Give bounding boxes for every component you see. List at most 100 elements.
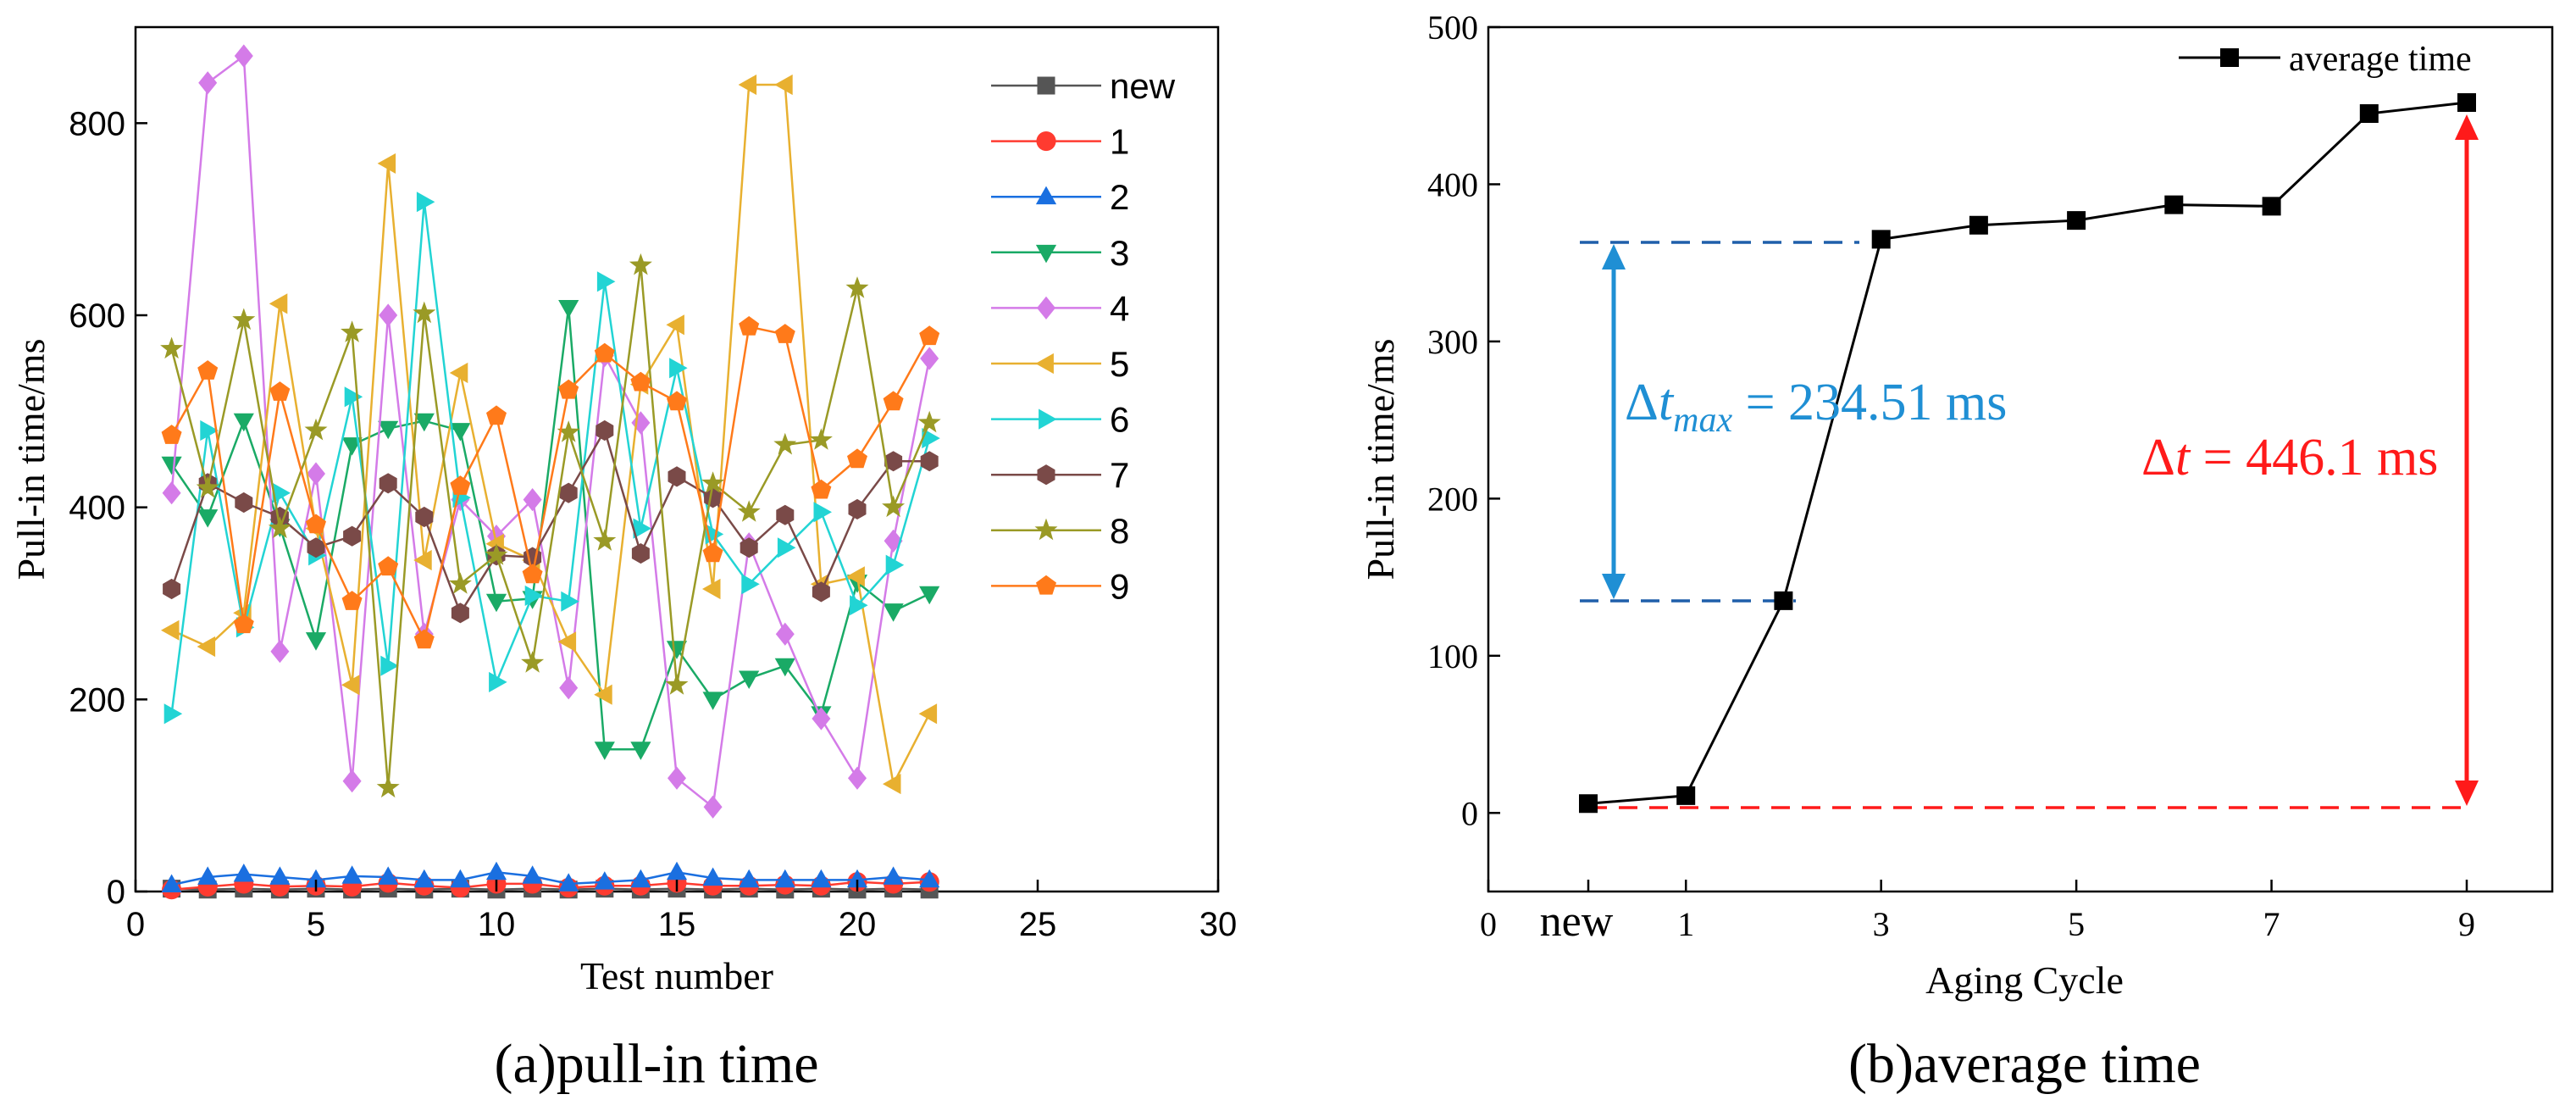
data-point <box>2164 195 2184 214</box>
data-point <box>774 324 795 343</box>
data-point <box>522 564 543 584</box>
x-ticks-a: 0 5 10 15 20 25 30 <box>126 880 1237 943</box>
series-8 <box>160 253 941 798</box>
series-9 <box>161 316 940 649</box>
legend-entry-6: 6 <box>991 400 1129 440</box>
data-point <box>848 498 867 519</box>
data-point <box>413 413 435 432</box>
data-point <box>885 554 905 575</box>
data-point <box>922 428 940 449</box>
data-point <box>631 411 651 435</box>
data-point <box>668 766 686 790</box>
data-point <box>739 316 760 336</box>
series-group-a <box>160 44 941 900</box>
series-line <box>171 887 930 891</box>
y-tick-label: 0 <box>107 874 125 911</box>
data-point <box>665 673 689 695</box>
data-point <box>920 347 939 370</box>
series-line <box>170 202 931 714</box>
legend-marker <box>1034 518 1058 541</box>
data-point <box>197 360 219 380</box>
legend-b-label: average time <box>2289 40 2472 79</box>
data-point <box>739 869 760 888</box>
x-tick-label: 0 <box>126 906 145 943</box>
series-line <box>171 871 930 886</box>
data-point <box>811 479 832 499</box>
series-line <box>170 264 931 788</box>
annotation-max-text: Δtmax = 234.51 ms <box>1625 374 2007 440</box>
data-point <box>341 591 363 610</box>
data-point <box>702 692 723 710</box>
data-point <box>379 473 397 494</box>
y-axis-label-a: Pull-in time/ms <box>9 339 53 580</box>
x-tick-label: 9 <box>2458 905 2475 943</box>
data-point <box>669 358 688 379</box>
series-average-time <box>1579 93 2476 814</box>
data-point <box>630 869 651 888</box>
data-point <box>163 703 183 725</box>
data-point <box>741 574 760 595</box>
data-point <box>413 301 436 324</box>
data-point <box>1774 591 1793 610</box>
series-6 <box>163 192 940 725</box>
data-point <box>775 622 795 646</box>
x-tick-label: 0 <box>1480 905 1497 943</box>
data-point <box>305 869 327 888</box>
data-point <box>270 640 290 664</box>
data-point <box>666 641 688 659</box>
data-point <box>774 74 793 96</box>
data-point <box>161 619 180 641</box>
legend-b-marker <box>2220 48 2239 67</box>
data-point <box>2457 93 2476 112</box>
caption-b: (b)average time <box>1848 1033 2201 1095</box>
data-point <box>413 629 435 649</box>
legend-marker <box>1036 131 1056 152</box>
data-point <box>774 658 795 677</box>
data-point <box>777 537 796 558</box>
data-point <box>1676 786 1696 805</box>
series-line <box>171 880 930 891</box>
data-point <box>342 769 362 793</box>
data-point <box>343 525 362 547</box>
legend-marker <box>1035 186 1057 205</box>
series-group-b <box>1579 93 2476 814</box>
data-point <box>883 603 904 622</box>
data-point <box>161 874 182 892</box>
data-point <box>272 482 291 503</box>
legend-marker <box>1037 296 1055 319</box>
x-tick-label: 30 <box>1199 906 1238 943</box>
data-point <box>633 518 651 539</box>
legend-label: 3 <box>1110 233 1129 273</box>
data-point <box>666 314 684 336</box>
caption-a: (a)pull-in time <box>494 1033 818 1095</box>
data-point <box>558 379 579 399</box>
data-point <box>884 451 903 472</box>
annotation-total-text: Δt = 446.1 ms <box>2141 429 2438 486</box>
legend-marker <box>1035 353 1054 375</box>
legend-entry-7: 7 <box>991 455 1129 495</box>
data-point <box>413 869 435 888</box>
data-point <box>702 867 723 886</box>
data-point <box>521 651 545 673</box>
data-point <box>846 869 868 888</box>
data-point <box>233 864 254 882</box>
data-point <box>702 578 721 600</box>
data-point <box>666 861 688 880</box>
data-point <box>161 425 182 444</box>
data-point <box>200 419 219 442</box>
data-point <box>268 516 291 539</box>
data-point <box>920 451 939 472</box>
data-point <box>667 391 687 411</box>
data-point <box>919 325 940 346</box>
data-point <box>269 293 288 314</box>
series-line <box>170 325 931 643</box>
data-point <box>847 448 867 469</box>
data-point <box>344 386 363 408</box>
data-point <box>524 585 544 606</box>
x-ticks-b: 0 new 1 3 5 7 9 <box>1480 880 2475 946</box>
data-point <box>702 542 723 563</box>
data-point <box>450 475 471 495</box>
legend-entry-3: 3 <box>991 233 1129 273</box>
data-point <box>233 614 254 634</box>
